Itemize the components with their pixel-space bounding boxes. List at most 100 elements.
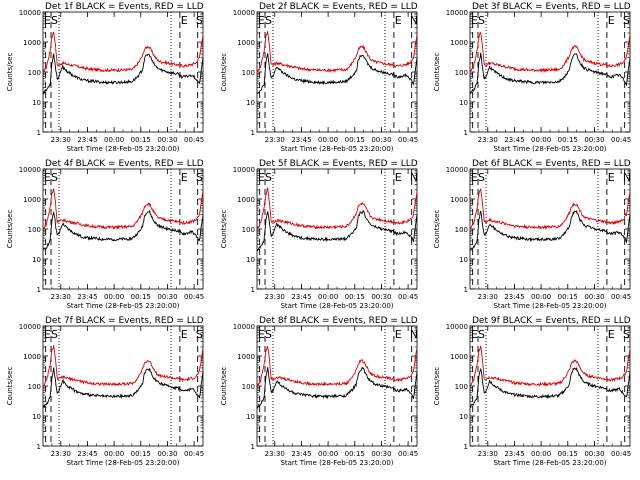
region-marker-letter: S	[51, 14, 58, 27]
region-marker-letter: N	[410, 328, 418, 341]
region-marker-letter: S	[196, 171, 203, 184]
x-axis-label: Start Time (28-Feb-05 23:20:00)	[66, 145, 179, 153]
x-axis-label: Start Time (28-Feb-05 23:20:00)	[280, 302, 393, 310]
y-axis-label: Counts/sec	[220, 210, 228, 249]
y-tick-label: 1	[251, 443, 255, 451]
y-tick-label: 10	[246, 256, 255, 264]
lld-series-line	[469, 31, 631, 74]
x-axis-label: Start Time (28-Feb-05 23:20:00)	[493, 145, 606, 153]
region-marker-letter: S	[265, 171, 272, 184]
y-tick-label: 10	[32, 256, 41, 264]
x-tick-label: 23:30	[265, 136, 285, 144]
lld-series-line	[42, 345, 204, 387]
chart-title: Det 8f BLACK = Events, RED = LLD	[259, 316, 418, 326]
y-tick-label: 1000	[23, 196, 41, 204]
y-tick-label: 100	[455, 226, 468, 234]
x-tick-label: 00:30	[371, 136, 391, 144]
y-tick-label: 10000	[233, 166, 255, 174]
lld-series-line	[469, 187, 631, 231]
region-marker-letter: N	[623, 171, 631, 184]
x-tick-label: 23:45	[77, 136, 97, 144]
x-tick-label: 23:45	[504, 136, 524, 144]
y-tick-label: 10000	[19, 9, 41, 17]
y-tick-label: 100	[242, 383, 255, 391]
x-tick-label: 23:30	[51, 450, 71, 458]
chart-title: Det 5f BLACK = Events, RED = LLD	[259, 159, 418, 169]
y-tick-label: 1	[251, 129, 255, 137]
y-tick-label: 10	[459, 256, 468, 264]
plot-frame	[256, 168, 418, 290]
region-marker-letter: S	[265, 328, 272, 341]
region-marker-letter: S	[265, 14, 272, 27]
lld-series-line	[256, 187, 418, 230]
region-marker-letter: E	[258, 328, 265, 341]
y-tick-label: 100	[28, 226, 41, 234]
chart-panel-6: Det 6f BLACK = Events, RED = LLD Counts/s…	[433, 159, 631, 310]
chart-title: Det 1f BLACK = Events, RED = LLD	[45, 2, 204, 12]
lld-series-line	[469, 345, 631, 387]
x-tick-label: 23:30	[478, 136, 498, 144]
region-marker-letter: E	[44, 171, 51, 184]
y-axis-label: Counts/sec	[433, 53, 441, 92]
x-tick-label: 00:00	[318, 293, 338, 301]
x-tick-label: 00:45	[611, 293, 631, 301]
y-tick-label: 100	[455, 383, 468, 391]
y-axis-label: Counts/sec	[220, 53, 228, 92]
y-tick-label: 10000	[233, 9, 255, 17]
events-series-line	[469, 52, 631, 95]
x-tick-label: 00:45	[184, 450, 204, 458]
region-marker-letter: E	[395, 14, 402, 27]
region-marker-letter: E	[471, 328, 478, 341]
plot-frame	[42, 168, 204, 290]
y-tick-label: 10	[32, 99, 41, 107]
x-tick-label: 00:45	[398, 136, 418, 144]
y-tick-label: 100	[28, 383, 41, 391]
plot-frame	[469, 11, 631, 133]
y-tick-label: 1	[37, 443, 41, 451]
y-tick-label: 1000	[237, 353, 255, 361]
chart-title: Det 4f BLACK = Events, RED = LLD	[45, 159, 204, 169]
x-tick-label: 23:45	[291, 136, 311, 144]
chart-panel-9: Det 9f BLACK = Events, RED = LLD Counts/s…	[433, 316, 631, 467]
y-tick-label: 10	[246, 413, 255, 421]
region-marker-letter: E	[608, 171, 615, 184]
x-tick-label: 23:45	[77, 293, 97, 301]
x-tick-label: 23:45	[504, 450, 524, 458]
x-tick-label: 00:30	[584, 293, 604, 301]
chart-panel-2: Det 2f BLACK = Events, RED = LLD Counts/s…	[220, 2, 418, 153]
x-tick-label: 00:00	[104, 293, 124, 301]
x-tick-label: 23:45	[291, 293, 311, 301]
chart-panel-5: Det 5f BLACK = Events, RED = LLD Counts/s…	[220, 159, 418, 310]
region-marker-letter: S	[478, 328, 485, 341]
y-tick-label: 1000	[237, 196, 255, 204]
x-axis-label: Start Time (28-Feb-05 23:20:00)	[280, 145, 393, 153]
events-series-line	[469, 210, 631, 251]
x-tick-label: 00:00	[318, 136, 338, 144]
plot-frame	[256, 11, 418, 133]
x-tick-label: 00:00	[531, 293, 551, 301]
x-tick-label: 23:30	[265, 450, 285, 458]
x-tick-label: 23:45	[291, 450, 311, 458]
region-marker-letter: E	[608, 14, 615, 27]
x-tick-label: 00:15	[345, 293, 365, 301]
x-tick-label: 23:45	[77, 450, 97, 458]
region-marker-letter: S	[623, 14, 630, 27]
x-tick-label: 00:30	[584, 136, 604, 144]
x-tick-label: 00:30	[157, 136, 177, 144]
region-marker-letter: S	[196, 14, 203, 27]
chart-panel-7: Det 7f BLACK = Events, RED = LLD Counts/s…	[6, 316, 204, 467]
y-tick-label: 100	[242, 226, 255, 234]
x-axis-label: Start Time (28-Feb-05 23:20:00)	[66, 302, 179, 310]
x-tick-label: 23:30	[478, 450, 498, 458]
x-tick-label: 00:15	[345, 450, 365, 458]
y-axis-label: Counts/sec	[220, 367, 228, 406]
y-axis-label: Counts/sec	[433, 367, 441, 406]
lld-series-line	[42, 31, 204, 73]
y-tick-label: 10	[246, 99, 255, 107]
region-marker-letter: E	[471, 14, 478, 27]
x-tick-label: 00:15	[558, 136, 578, 144]
y-tick-label: 1000	[23, 39, 41, 47]
y-tick-label: 10000	[19, 166, 41, 174]
